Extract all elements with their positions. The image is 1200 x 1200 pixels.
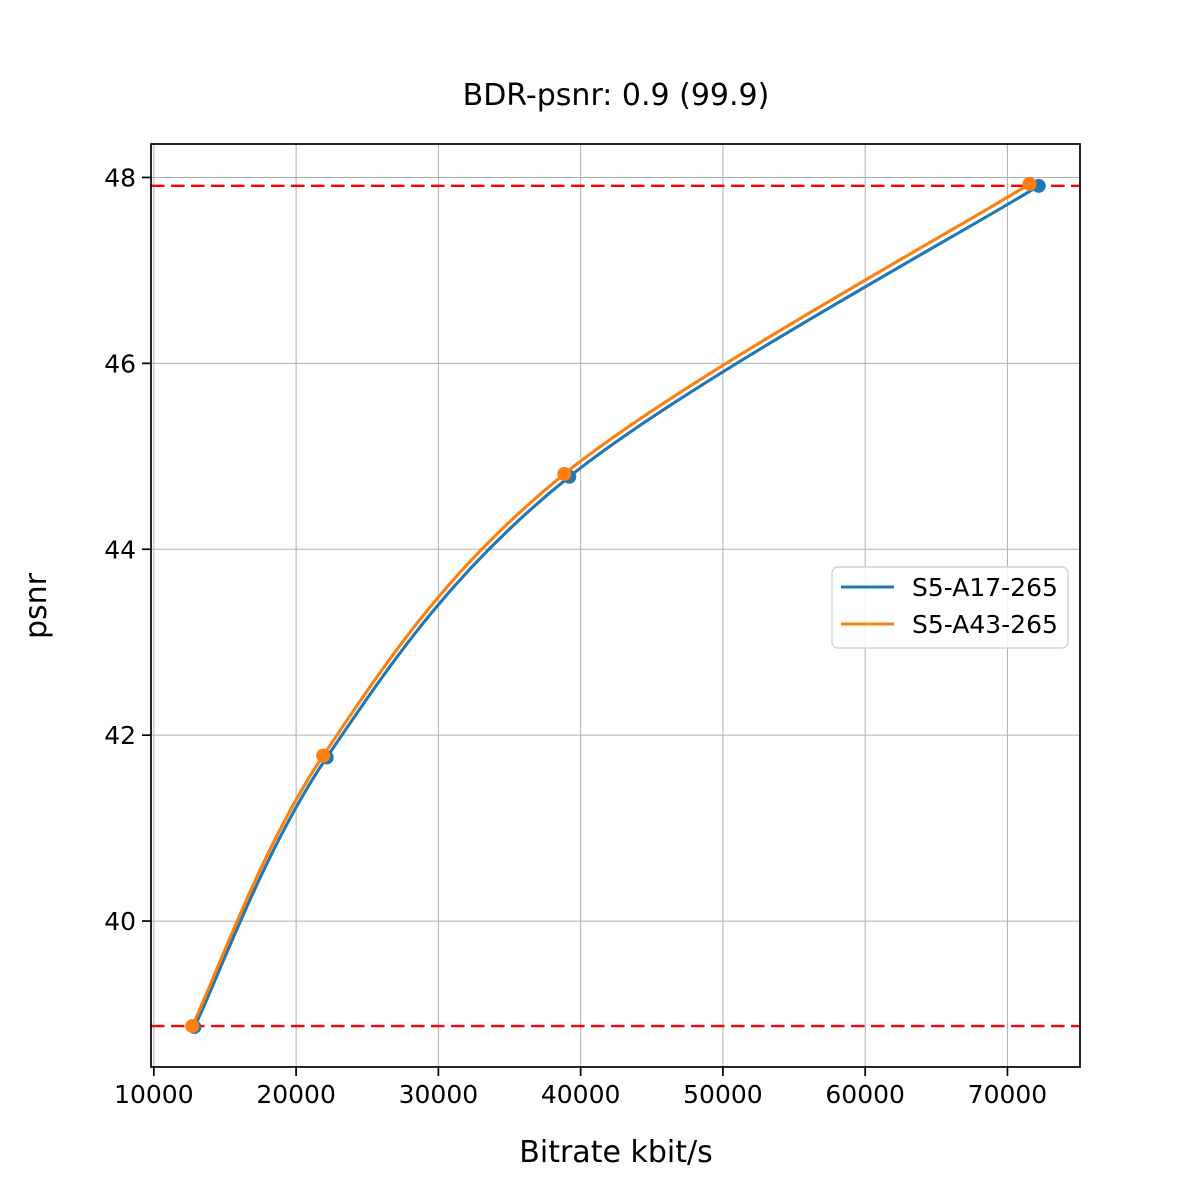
- data-point-marker-S5-A43-265: [1022, 176, 1037, 191]
- chart-title: BDR-psnr: 0.9 (99.9): [463, 78, 770, 113]
- x-tick-label: 20000: [256, 1080, 336, 1109]
- legend: S5-A17-265 S5-A43-265: [831, 566, 1069, 649]
- x-tick-label: 30000: [399, 1080, 479, 1109]
- series-curve-S5-A43-265: [190, 182, 1032, 1028]
- x-axis-label: Bitrate kbit/s: [519, 1135, 712, 1170]
- legend-label-series-0: S5-A17-265: [912, 573, 1058, 602]
- series-curve-S5-A17-265: [192, 184, 1041, 1029]
- data-point-marker-S5-A43-265: [316, 748, 331, 763]
- data-point-marker-S5-A43-265: [557, 466, 572, 481]
- x-tick-label: 50000: [683, 1080, 763, 1109]
- y-tick-label: 40: [104, 907, 136, 936]
- x-tick-label: 10000: [114, 1080, 194, 1109]
- y-tick-label: 46: [104, 349, 136, 378]
- x-tick-label: 40000: [541, 1080, 621, 1109]
- axes-spines: [150, 143, 1081, 1068]
- x-tick-label: 60000: [825, 1080, 905, 1109]
- y-tick-label: 48: [104, 163, 136, 192]
- axis-ticks: 10000 20000 30000 40000 50000 60000 70000 40 42 4…: [104, 163, 1047, 1109]
- data-point-marker-S5-A43-265: [185, 1019, 200, 1034]
- reference-lines: [151, 184, 1080, 1028]
- x-tick-label: 70000: [968, 1080, 1048, 1109]
- y-axis-label: psnr: [19, 572, 54, 639]
- series-layer: [185, 176, 1046, 1035]
- legend-label-series-1: S5-A43-265: [912, 610, 1058, 639]
- y-tick-label: 42: [104, 721, 136, 750]
- y-tick-label: 44: [104, 535, 136, 564]
